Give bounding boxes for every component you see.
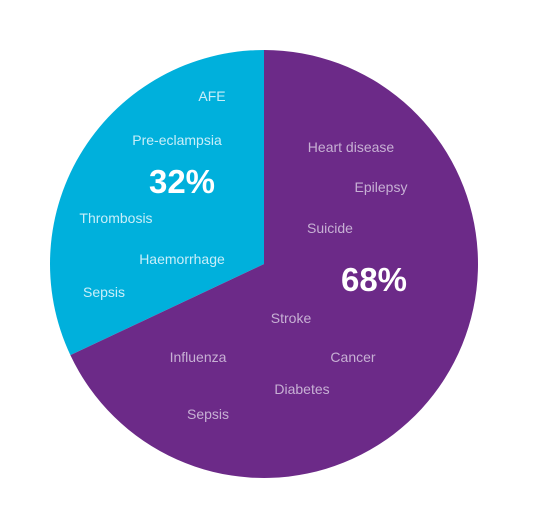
slice-percent-label-68: 68% <box>341 261 407 298</box>
cause-label-epilepsy: Epilepsy <box>355 179 408 195</box>
cause-label-thrombosis: Thrombosis <box>79 210 152 226</box>
cause-label-influenza: Influenza <box>170 349 227 365</box>
cause-label-sepsis-cyan: Sepsis <box>83 284 125 300</box>
cause-label-afe: AFE <box>198 88 225 104</box>
cause-label-heart-disease: Heart disease <box>308 139 395 155</box>
cause-label-diabetes: Diabetes <box>274 381 329 397</box>
cause-label-pre-eclampsia: Pre-eclampsia <box>132 132 222 148</box>
cause-label-stroke: Stroke <box>271 310 312 326</box>
slice-percent-label-32: 32% <box>149 163 215 200</box>
pie-slice-32 <box>50 50 264 356</box>
labels-layer: 32% 68% AFE Pre-eclampsia Thrombosis Hae… <box>79 88 407 422</box>
cause-label-suicide: Suicide <box>307 220 353 236</box>
cause-label-sepsis-purple: Sepsis <box>187 406 229 422</box>
cause-label-haemorrhage: Haemorrhage <box>139 251 225 267</box>
cause-label-cancer: Cancer <box>330 349 375 365</box>
pie-slice-68 <box>70 50 479 478</box>
slices-layer <box>50 50 479 478</box>
